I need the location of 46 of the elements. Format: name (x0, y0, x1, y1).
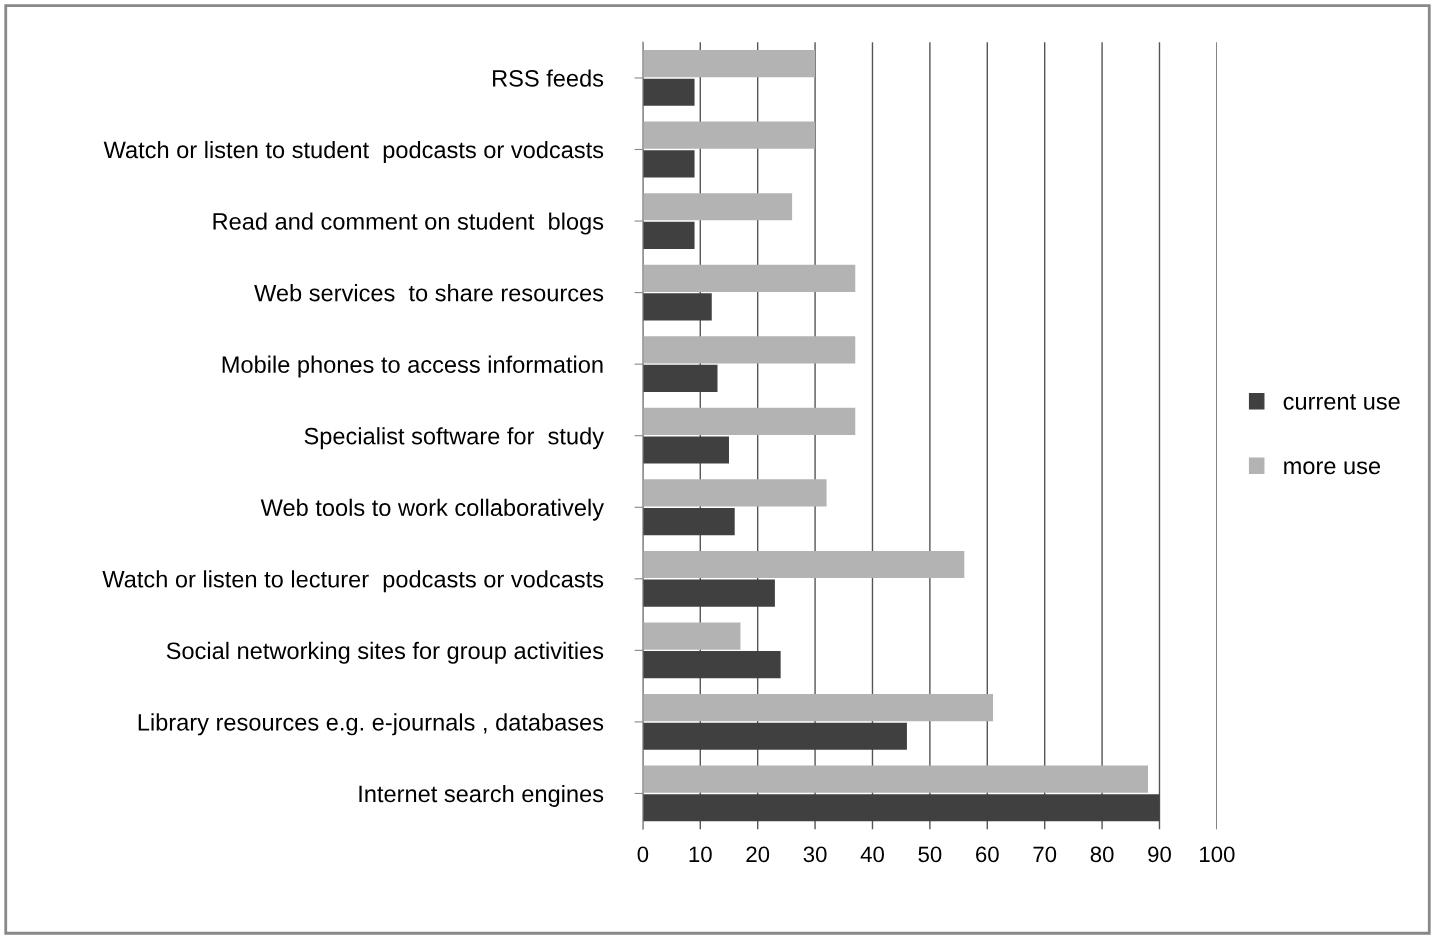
y-tick-label: Read and comment on student blogs (213, 212, 604, 235)
x-tick-label: 30 (803, 846, 827, 863)
legend-label: current use (1283, 394, 1400, 410)
y-tick-label: Web services to share resources (254, 284, 604, 302)
y-tick-label: Internet search engines (359, 784, 604, 807)
x-tick-label: 80 (1090, 846, 1114, 863)
bar (642, 651, 781, 679)
x-tick-label: 90 (1148, 846, 1171, 863)
bar (642, 407, 856, 435)
y-tick-label: Library resources e.g. e-journals , databases (138, 713, 604, 736)
bar (642, 293, 712, 321)
bar (642, 336, 856, 364)
y-tick-label: Social networking sites for group activities (166, 641, 604, 664)
bar (642, 78, 695, 106)
y-tick-label: Watch or listen to lecturer podcasts or vodcasts (102, 570, 604, 593)
bar (642, 694, 994, 722)
bar (642, 436, 729, 464)
bar (642, 221, 695, 249)
x-tick-label: 0 (637, 846, 649, 863)
bar (642, 507, 735, 536)
bar (642, 479, 827, 507)
bar (642, 550, 965, 579)
legend-label: more use (1284, 461, 1381, 475)
bar (642, 579, 775, 607)
x-tick-label: 100 (1200, 846, 1235, 863)
y-tick-label: RSS feeds (493, 69, 604, 87)
y-tick-label: Web tools to work collaboratively (260, 498, 604, 521)
x-tick-label: 20 (746, 846, 770, 863)
bar (642, 622, 741, 650)
bar (642, 264, 856, 292)
bar (642, 150, 695, 178)
bar (642, 364, 718, 393)
x-tick-label: 40 (860, 846, 884, 863)
bar (642, 765, 1148, 793)
bar (642, 193, 793, 221)
x-tick-label: 50 (918, 846, 942, 863)
bar (642, 794, 1160, 822)
x-tick-label: 70 (1033, 846, 1057, 863)
bar (642, 50, 816, 78)
y-tick-label: Specialist software for study (304, 427, 604, 450)
bar (642, 722, 907, 750)
x-tick-label: 10 (689, 846, 712, 863)
y-tick-label: Watch or listen to student podcasts or vodcasts (103, 140, 604, 163)
y-tick-label: Mobile phones to access information (222, 355, 603, 378)
x-tick-label: 60 (976, 846, 999, 863)
bar (642, 121, 816, 149)
